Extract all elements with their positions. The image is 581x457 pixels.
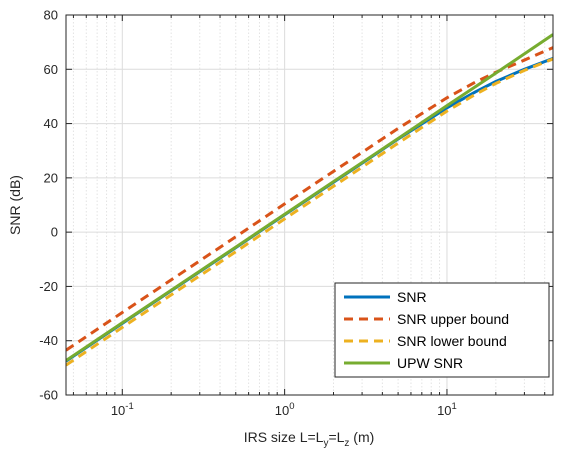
series-line-snr-lower-bound [66, 57, 553, 367]
x-tick-label-exponent: 0 [289, 401, 294, 412]
y-tick-label: 40 [44, 116, 58, 131]
legend-label: SNR [397, 289, 427, 305]
x-axis-label-sub: z [344, 438, 349, 449]
y-tick-label: -60 [39, 388, 58, 403]
legend-label: UPW SNR [397, 355, 463, 371]
legend: SNR SNR upper bound SNR lower bound UPW SNR [334, 282, 550, 378]
y-tick-label: -20 [39, 279, 58, 294]
x-tick-label-base: 10 [437, 403, 451, 418]
x-tick-label: 100 [275, 401, 295, 418]
legend-label: SNR upper bound [397, 311, 509, 327]
legend-label: SNR lower bound [397, 333, 507, 349]
x-tick-label-exponent: 1 [452, 401, 457, 412]
series-line-upw-snr [66, 33, 553, 362]
x-axis-label-part: IRS size L=L [244, 429, 324, 445]
series-layer [66, 33, 553, 367]
y-tick-label: -40 [39, 333, 58, 348]
x-tick-label-base: 10 [275, 403, 289, 418]
y-tick-label: 0 [51, 225, 58, 240]
x-axis-label-part: (m) [349, 429, 374, 445]
legend-box [334, 282, 550, 378]
plot-frame [65, 14, 554, 396]
x-axis-label-sub: y [323, 438, 328, 449]
y-tick-label: 20 [44, 170, 58, 185]
y-axis-label: SNR (dB) [7, 175, 23, 235]
y-tick-label: 60 [44, 62, 58, 77]
x-tick-label-exponent: -1 [125, 401, 133, 412]
y-tick-label: 80 [44, 8, 58, 23]
x-tick-label: 101 [437, 401, 457, 418]
x-tick-label-base: 10 [111, 403, 125, 418]
x-axis-label-part: =L [328, 429, 344, 445]
x-axis-label: IRS size L=Ly=Lz (m) [244, 429, 375, 449]
x-tick-label: 10-1 [111, 401, 134, 418]
